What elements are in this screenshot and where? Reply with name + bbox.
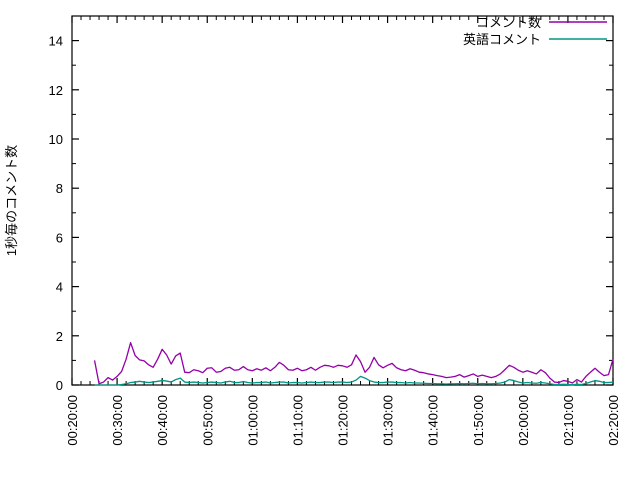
series-line bbox=[93, 342, 614, 385]
x-tick-label: 01:10:00 bbox=[290, 395, 305, 446]
y-tick-label: 8 bbox=[56, 181, 63, 196]
x-tick-label: 00:20:00 bbox=[65, 395, 80, 446]
x-tick-label: 00:30:00 bbox=[110, 395, 125, 446]
y-tick-label: 12 bbox=[49, 83, 63, 98]
x-tick-label: 02:00:00 bbox=[516, 395, 531, 446]
x-tick-label: 02:10:00 bbox=[561, 395, 576, 446]
x-tick-label: 01:00:00 bbox=[245, 395, 260, 446]
x-tick-label: 01:30:00 bbox=[381, 395, 396, 446]
x-tick-label: 02:20:00 bbox=[606, 395, 621, 446]
legend-label: コメント数 bbox=[476, 15, 541, 30]
y-tick-label: 6 bbox=[56, 230, 63, 245]
x-tick-label: 01:40:00 bbox=[426, 395, 441, 446]
y-tick-label: 10 bbox=[49, 132, 63, 147]
y-tick-label: 2 bbox=[56, 329, 63, 344]
plot-border bbox=[71, 15, 614, 386]
y-axis-title: 1秒毎のコメント数 bbox=[4, 145, 19, 256]
series-line bbox=[94, 375, 614, 386]
data-series-group bbox=[93, 342, 614, 386]
y-tick-label: 4 bbox=[56, 280, 63, 295]
x-tick-label: 01:50:00 bbox=[471, 395, 486, 446]
x-tick-label: 00:40:00 bbox=[155, 395, 170, 446]
y-axis-ticks: 0 2 4 6 8 10 12 14 bbox=[49, 34, 613, 393]
x-axis-ticks: 00:20:00 00:30:00 00:40:00 00:50:00 01:00:00… bbox=[65, 16, 621, 446]
legend-label: 英語コメント bbox=[463, 32, 541, 47]
x-tick-label: 00:50:00 bbox=[200, 395, 215, 446]
y-tick-label: 0 bbox=[56, 378, 63, 393]
y-tick-label: 14 bbox=[49, 34, 63, 49]
x-tick-label: 01:20:00 bbox=[336, 395, 351, 446]
